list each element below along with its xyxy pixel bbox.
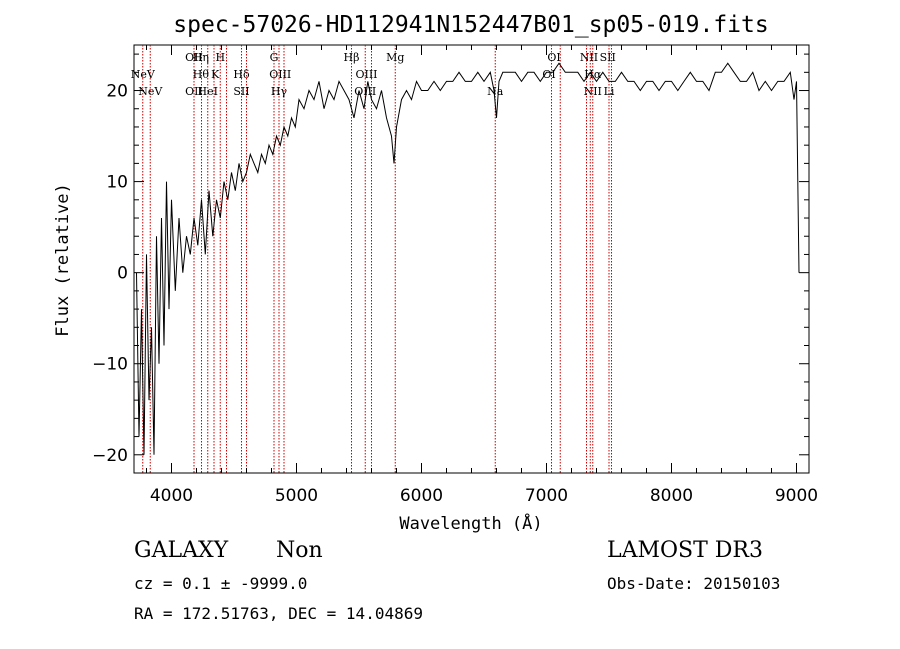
y-tick-label: 0	[117, 264, 128, 284]
line-marker-label: Hθ	[193, 68, 210, 81]
subclass-label: Non	[276, 538, 323, 563]
class-label: GALAXY	[134, 538, 229, 563]
line-marker-label: SII	[233, 85, 249, 98]
line-marker-label: OII	[185, 85, 203, 98]
line-marker-label: OI	[542, 68, 555, 81]
line-marker-label: SII	[600, 51, 616, 64]
line-marker-label: K	[211, 68, 220, 81]
x-tick-label: 5000	[275, 486, 318, 506]
line-marker-label: Hη	[193, 51, 209, 64]
x-axis-label: Wavelength (Å)	[399, 512, 542, 534]
line-marker-label: Hα	[584, 68, 602, 81]
spectrum-line	[136, 62, 800, 455]
line-marker-label: NeV	[138, 85, 163, 98]
ra-dec: RA = 172.51763, DEC = 14.04869	[134, 604, 423, 623]
line-marker-label: H	[215, 51, 225, 64]
y-axis-ticks: −20 −10 0 10 20	[92, 53, 809, 466]
y-tick-label: 20	[106, 82, 128, 102]
plot-frame	[133, 44, 810, 474]
line-marker-label: NII	[580, 51, 598, 64]
line-marker-group	[142, 45, 612, 473]
y-tick-label: 10	[106, 173, 128, 193]
survey-label: LAMOST DR3	[607, 538, 763, 563]
cz-value: cz = 0.1 ± -9999.0	[134, 574, 308, 593]
line-marker-label: Hδ	[233, 68, 250, 81]
chart-title: spec-57026-HD112941N152447B01_sp05-019.f…	[173, 12, 768, 38]
y-tick-label: −20	[92, 446, 128, 466]
line-marker-label: Mg	[386, 51, 404, 64]
obs-date: Obs-Date: 20150103	[607, 574, 781, 593]
line-marker-label: OII	[185, 51, 203, 64]
x-axis-ticks: 4000 5000 6000 7000 8000 9000	[146, 45, 818, 506]
line-marker-label: Li	[604, 85, 615, 98]
y-tick-label: −10	[92, 355, 128, 375]
x-tick-label: 7000	[525, 486, 568, 506]
line-marker-label: Hγ	[271, 85, 288, 98]
line-marker-label: Na	[487, 85, 504, 98]
x-tick-label: 9000	[775, 486, 818, 506]
line-marker-label: HeI	[198, 85, 218, 98]
line-marker-label: NeV	[131, 68, 156, 81]
line-marker-label: OIII	[355, 68, 377, 81]
x-tick-label: 4000	[150, 486, 193, 506]
y-axis-label: Flux (relative)	[53, 183, 73, 337]
line-marker-label: OIII	[269, 68, 291, 81]
line-marker-label: G	[270, 51, 279, 64]
line-marker-label: OI	[547, 51, 560, 64]
line-marker-label: NII	[584, 85, 602, 98]
x-tick-label: 8000	[650, 486, 693, 506]
line-marker-label: Hβ	[344, 51, 360, 64]
x-tick-label: 6000	[400, 486, 443, 506]
